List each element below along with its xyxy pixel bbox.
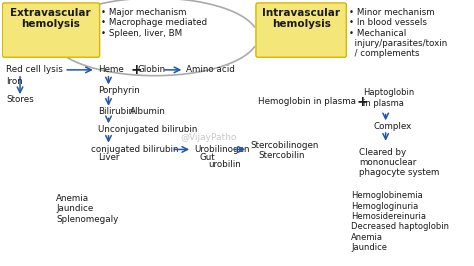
Text: Extravascular
hemolysis: Extravascular hemolysis xyxy=(10,8,91,29)
Text: Stores: Stores xyxy=(6,95,34,105)
Text: urobilin: urobilin xyxy=(209,160,241,169)
Text: Liver: Liver xyxy=(98,153,119,162)
Text: Intravascular
hemolysis: Intravascular hemolysis xyxy=(262,8,340,29)
Text: Hemoglobinemia
Hemogloginuria
Hemosidereinuria
Decreased haptoglobin
Anemia
Jaun: Hemoglobinemia Hemogloginuria Hemosidere… xyxy=(351,191,449,252)
FancyBboxPatch shape xyxy=(256,3,346,57)
Text: +: + xyxy=(130,63,142,77)
Text: Unconjugated bilirubin: Unconjugated bilirubin xyxy=(98,124,197,134)
Text: conjugated bilirubin: conjugated bilirubin xyxy=(91,145,178,154)
Text: Urobilinogen: Urobilinogen xyxy=(194,145,249,154)
Text: Haptoglobin
in plasma: Haptoglobin in plasma xyxy=(363,88,414,108)
Text: Porphyrin: Porphyrin xyxy=(98,86,139,95)
Text: Bilirubin: Bilirubin xyxy=(98,107,134,116)
FancyBboxPatch shape xyxy=(2,3,100,57)
Text: Stercobilin: Stercobilin xyxy=(258,151,304,160)
Text: Globin: Globin xyxy=(138,65,166,74)
Text: Gut: Gut xyxy=(200,153,216,162)
Text: Albumin: Albumin xyxy=(130,107,166,116)
Text: @VijayPatho: @VijayPatho xyxy=(181,133,237,142)
Text: +: + xyxy=(356,95,368,109)
Text: Cleared by
mononuclear
phagocyte system: Cleared by mononuclear phagocyte system xyxy=(359,148,439,177)
Text: Complex: Complex xyxy=(374,122,412,131)
Text: Amino acid: Amino acid xyxy=(186,65,235,74)
Text: Anemia
Jaundice
Splenomegaly: Anemia Jaundice Splenomegaly xyxy=(56,194,118,224)
Text: Heme: Heme xyxy=(98,65,123,74)
Text: Red cell lysis: Red cell lysis xyxy=(6,65,63,74)
Text: Hemoglobin in plasma: Hemoglobin in plasma xyxy=(258,97,356,106)
Text: Iron: Iron xyxy=(6,77,23,86)
Text: • Major mechanism
• Macrophage mediated
• Spleen, liver, BM: • Major mechanism • Macrophage mediated … xyxy=(100,8,207,38)
Text: • Minor mechanism
• In blood vessels
• Mechanical
  injury/parasites/toxin
  / c: • Minor mechanism • In blood vessels • M… xyxy=(349,8,447,58)
Text: Stercobilinogen: Stercobilinogen xyxy=(250,141,319,150)
